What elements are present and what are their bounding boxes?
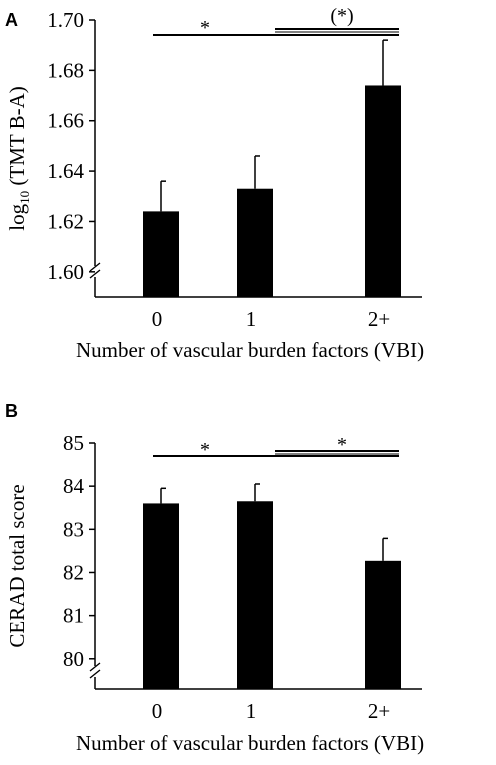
y-tick-label: 80	[63, 647, 84, 671]
y-tick-label: 85	[63, 431, 84, 455]
x-tick-label: 0	[152, 307, 163, 331]
panel-label: B	[5, 401, 18, 421]
bar-0	[143, 503, 179, 689]
axis-break-mark	[89, 262, 101, 279]
y-axis-label: log10 (TMT B-A)	[5, 86, 32, 230]
significance-label: *	[200, 439, 210, 461]
chart-panel-b: B 80 81 82 83 84 85 0 1 2+ Number of vascular burd…	[5, 401, 424, 755]
chart-panel-a: A 1.60 1.62 1.64 1.66 1.68 1.70 0 1 2+ Number of v…	[5, 5, 424, 362]
bar-2+	[365, 85, 401, 298]
x-tick-label: 1	[246, 307, 257, 331]
bar-1	[237, 188, 273, 297]
x-tick-label: 2+	[368, 699, 390, 723]
y-tick-label: 82	[63, 560, 84, 584]
y-tick-label: 1.64	[47, 159, 84, 183]
y-tick-label: 84	[63, 474, 85, 498]
significance-label: (*)	[330, 5, 353, 27]
y-tick-label: 1.70	[47, 8, 84, 32]
y-tick-label: 1.68	[47, 58, 84, 82]
y-tick-label: 81	[63, 604, 84, 628]
x-tick-label: 0	[152, 699, 163, 723]
panel-label: A	[5, 10, 18, 30]
x-tick-label: 2+	[368, 307, 390, 331]
y-tick-label: 1.62	[47, 209, 84, 233]
x-tick-label: 1	[246, 699, 257, 723]
x-axis-label: Number of vascular burden factors (VBI)	[76, 338, 424, 362]
significance-label: *	[337, 434, 347, 456]
significance-label: *	[200, 17, 210, 39]
y-tick-label: 1.66	[47, 109, 84, 133]
y-tick-label: 1.60	[47, 260, 84, 284]
x-axis-label: Number of vascular burden factors (VBI)	[76, 731, 424, 755]
bar-0	[143, 211, 179, 297]
bar-2+	[365, 560, 401, 689]
axis-break-mark	[89, 662, 101, 679]
y-axis-label: CERAD total score	[5, 484, 29, 647]
bar-1	[237, 501, 273, 689]
y-tick-label: 83	[63, 517, 84, 541]
